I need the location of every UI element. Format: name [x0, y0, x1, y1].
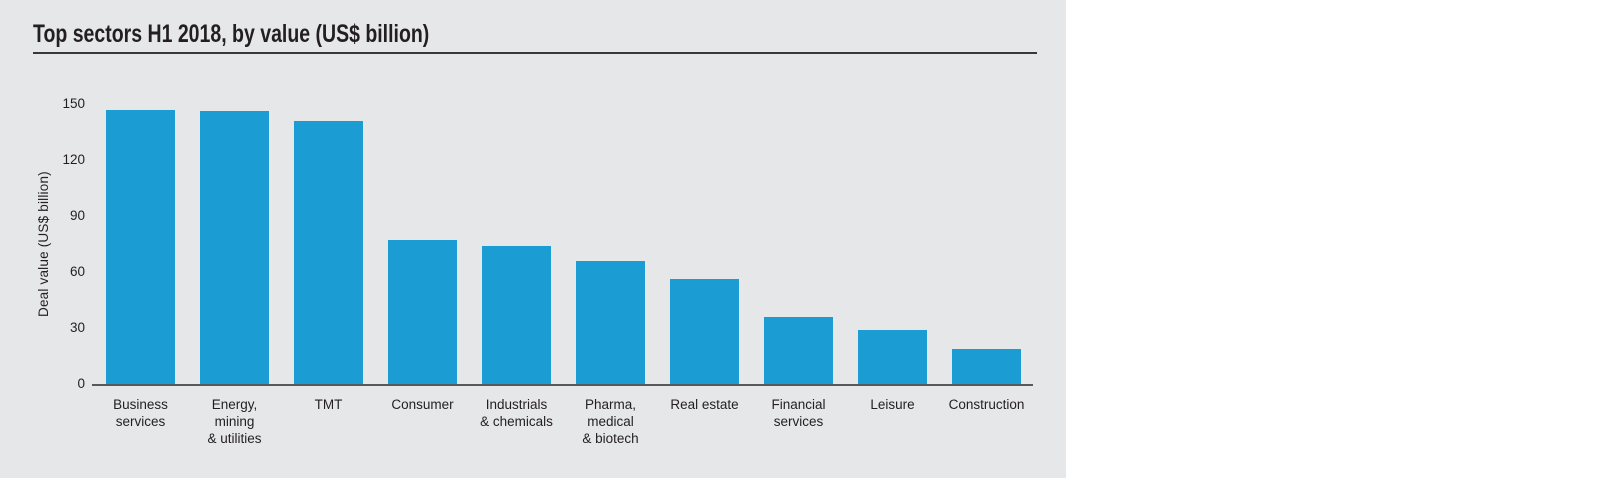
- bar-business-services: [106, 110, 175, 384]
- chart-title: Top sectors H1 2018, by value (US$ billi…: [33, 20, 430, 48]
- right-whitespace: [1066, 0, 1600, 478]
- x-axis-labels: Business services Energy, mining & utilit…: [92, 396, 1033, 466]
- bar-pharma-medical-biotech: [576, 261, 645, 384]
- x-label-leisure: Leisure: [870, 397, 915, 412]
- y-tick-30: 30: [69, 320, 85, 335]
- x-label-energy-mining-utilities: Energy, mining & utilities: [207, 397, 262, 446]
- title-underline: [33, 52, 1037, 54]
- bar-financial-services: [764, 317, 833, 384]
- x-label-business-services: Business services: [113, 397, 168, 429]
- plot-area: [92, 104, 1033, 386]
- chart-panel: Top sectors H1 2018, by value (US$ billi…: [0, 0, 1066, 478]
- y-tick-150: 150: [62, 96, 85, 111]
- bar-consumer: [388, 240, 457, 384]
- x-label-industrials-chemicals: Industrials & chemicals: [480, 397, 553, 429]
- bar-energy-mining-utilities: [200, 111, 269, 384]
- bar-construction: [952, 349, 1021, 384]
- y-tick-60: 60: [69, 264, 85, 279]
- bar-industrials-chemicals: [482, 246, 551, 384]
- x-label-real-estate: Real estate: [670, 397, 739, 412]
- y-tick-120: 120: [62, 152, 85, 167]
- bar-real-estate: [670, 279, 739, 384]
- y-tick-90: 90: [69, 208, 85, 223]
- bar-tmt: [294, 121, 363, 384]
- x-label-financial-services: Financial services: [771, 397, 826, 429]
- y-tick-0: 0: [77, 376, 85, 391]
- x-label-tmt: TMT: [314, 397, 343, 412]
- x-label-construction: Construction: [948, 397, 1025, 412]
- y-axis-ticks: 0 30 60 90 120 150: [0, 96, 85, 391]
- x-label-consumer: Consumer: [391, 397, 454, 412]
- bar-leisure: [858, 330, 927, 384]
- x-label-pharma-medical-biotech: Pharma, medical & biotech: [582, 397, 639, 446]
